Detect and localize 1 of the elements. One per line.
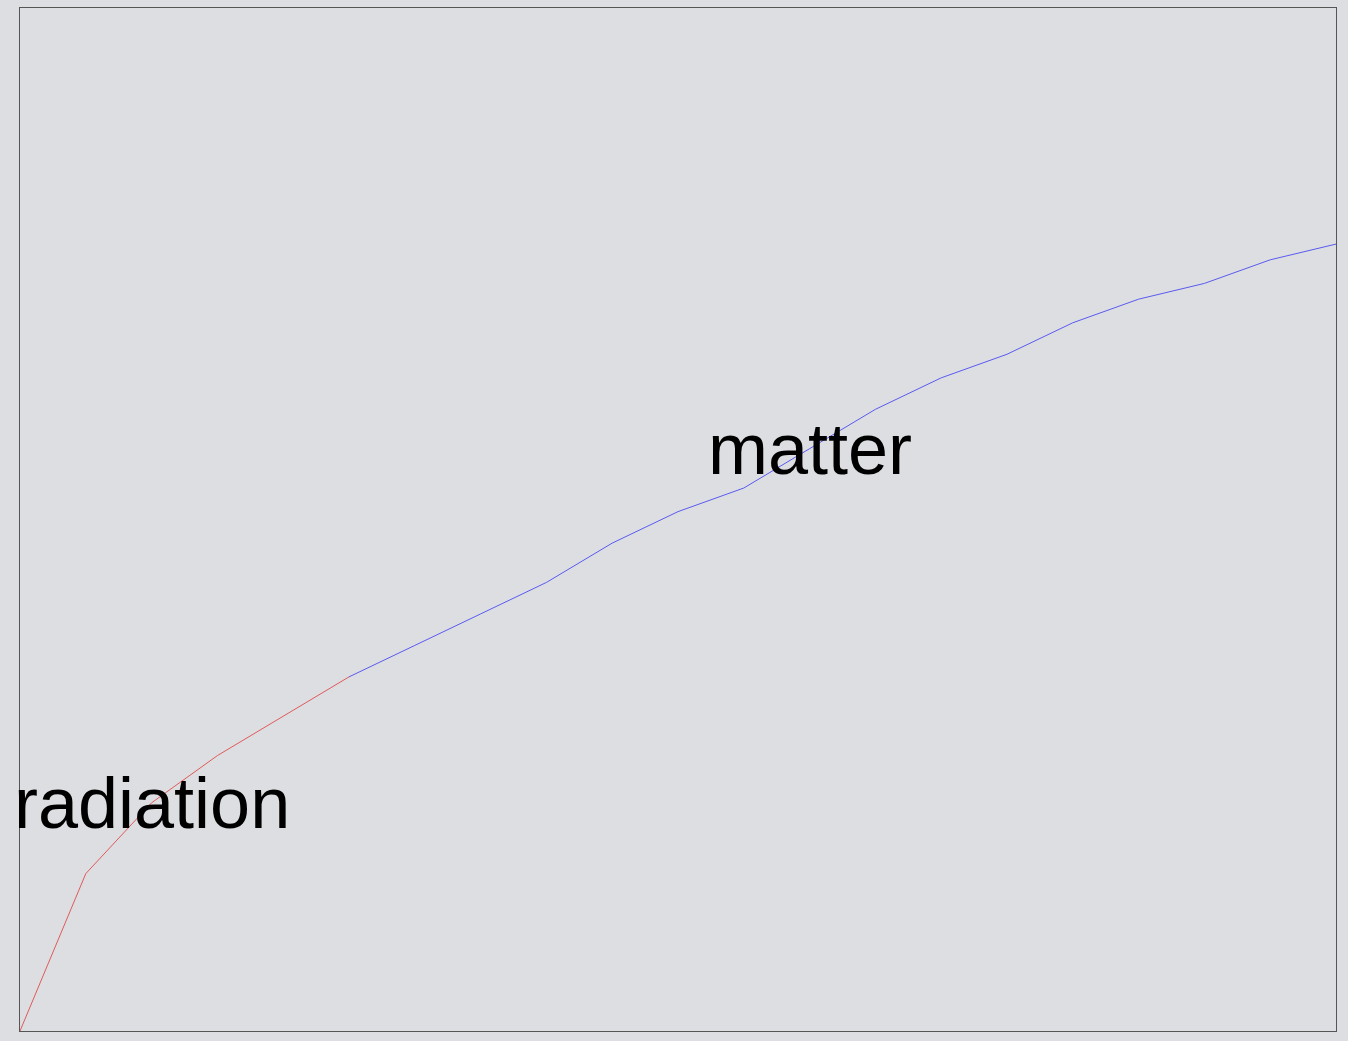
series-label: matter bbox=[708, 409, 913, 489]
